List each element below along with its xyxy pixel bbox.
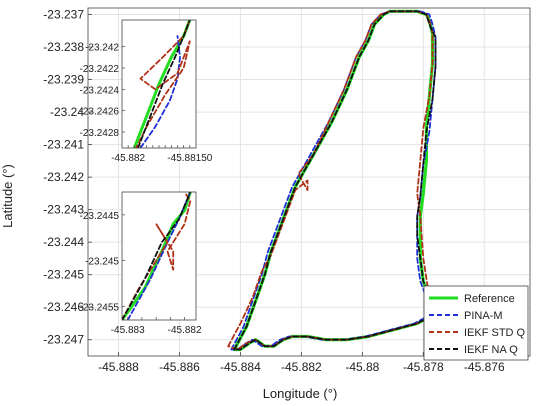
x-tick-label: -45.876 <box>464 360 505 374</box>
y-tick-label: -23.239 <box>43 73 84 87</box>
inset-series-line-3 <box>135 20 191 148</box>
inset-x-tick-label: -45.882 <box>168 325 202 336</box>
inset-x-tick-label: -45.883 <box>111 325 145 336</box>
y-tick-label: -23.241 <box>43 138 84 152</box>
inset-x-tick-label: -45.882 <box>111 153 145 164</box>
inset-series-line-1 <box>122 192 192 320</box>
axes-box <box>87 7 531 357</box>
inset-x-tick-label: -45.88150 <box>167 153 212 164</box>
legend: Reference PINA-M IEKF STD Q IEKF NA Q <box>423 285 529 361</box>
y-tick-label: -23.238 <box>43 40 84 54</box>
x-tick-label: -45.888 <box>98 360 139 374</box>
inset-series <box>122 192 192 320</box>
inset-y-tick-label: -23.2426 <box>80 107 120 118</box>
inset-bottom: -45.883 -45.882 -23.2445 -23.245 -23.2455 <box>80 191 202 336</box>
inset-y-tick-label: -23.242 <box>85 43 119 54</box>
inset-box <box>121 191 197 321</box>
y-tick-label: -23.244 <box>43 235 84 249</box>
legend-label-1: Reference <box>464 293 515 305</box>
inset-y-tick-label: -23.2445 <box>80 211 120 222</box>
y-axis-label: Latitude (°) <box>0 164 15 228</box>
y-tick-label: -23.242 <box>43 170 84 184</box>
inset-series-line-4 <box>137 20 191 148</box>
x-tick-label: -45.88 <box>345 360 379 374</box>
x-axis-label: Longitude (°) <box>263 386 338 401</box>
y-tick-label: -23.237 <box>43 8 84 22</box>
y-tick-label: -23.247 <box>43 333 84 347</box>
x-tick-label: -45.886 <box>159 360 200 374</box>
inset-y-tick-label: -23.2428 <box>80 128 120 139</box>
x-tick-label: -45.884 <box>220 360 261 374</box>
legend-label-2: PINA-M <box>464 310 503 322</box>
x-tick-label: -45.882 <box>281 360 322 374</box>
legend-label-4: IEKF NA Q <box>464 344 518 356</box>
inset-series-line-4 <box>122 192 192 320</box>
inset-top: -45.882 -45.88150 -23.242 -23.2422 -23.2424 -… <box>80 19 213 164</box>
inset-y-tick-label: -23.245 <box>85 257 119 268</box>
series-line-4 <box>233 10 437 351</box>
axes: -45.888 -45.886 -45.884 -45.882 -45.88 -45.87… <box>43 7 531 374</box>
inset-y-tick-label: -23.2422 <box>80 64 120 75</box>
series-layer <box>227 9 437 352</box>
x-tick-label: -45.878 <box>403 360 444 374</box>
legend-label-3: IEKF STD Q <box>464 327 526 339</box>
inset-series-line-2 <box>139 35 181 148</box>
inset-y-tick-label: -23.2424 <box>80 85 120 96</box>
y-tick-label: -23.246 <box>43 300 84 314</box>
y-tick-label: -23.245 <box>43 268 84 282</box>
inset-series <box>132 20 192 148</box>
y-tick-label: -23.243 <box>43 203 84 217</box>
y-tick-label: -23.24 <box>50 105 84 119</box>
inset-y-tick-label: -23.2455 <box>80 302 120 313</box>
